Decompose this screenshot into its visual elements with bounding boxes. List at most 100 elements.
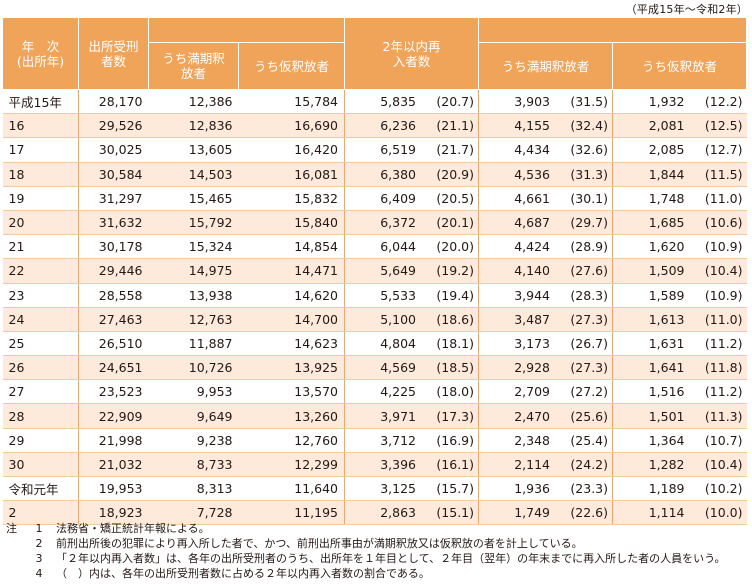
- table-row: 2 18,923 7,728 11,195 2,863 (15.1) 1,749 (22.6)…: [2, 500, 747, 526]
- header-expiry: うち満期釈放者: [148, 42, 239, 90]
- row-released: 30,584: [78, 162, 149, 187]
- row-expiry: 13,605: [148, 137, 239, 163]
- row-reentry-expiry: 2,114 (24.2): [478, 452, 613, 478]
- table-row: 22 29,446 14,975 14,471 5,649 (19.2) 4,140 (27.…: [2, 258, 747, 284]
- row-expiry: 15,324: [148, 234, 239, 260]
- row-year: 23: [2, 283, 79, 308]
- notes: 注 1 法務省・矯正統計年報による。 2 前刑出所後の犯罪により再入所した者で、かつ、前…: [6, 521, 725, 581]
- row-year: 19: [2, 186, 79, 211]
- row-year: 20: [2, 210, 79, 236]
- row-year: 16: [2, 113, 79, 139]
- table-row: 18 30,584 14,503 16,081 6,380 (20.9) 4,536 (31.…: [2, 162, 747, 187]
- header-reentry-expiry: うち満期釈放者: [478, 42, 613, 90]
- row-reentry-parole: 1,589 (10.9): [612, 283, 747, 308]
- row-year: 平成15年: [2, 89, 79, 115]
- row-year: 22: [2, 258, 79, 284]
- row-reentry-parole: 1,509 (10.4): [612, 258, 747, 284]
- row-year: 27: [2, 379, 79, 405]
- row-year: 2: [2, 500, 79, 526]
- row-released: 23,523: [78, 379, 149, 405]
- row-parole: 15,832: [238, 186, 345, 211]
- row-released: 30,178: [78, 234, 149, 260]
- row-parole: 14,854: [238, 234, 345, 260]
- row-reentry: 6,372 (20.1): [344, 210, 479, 236]
- row-parole: 11,640: [238, 476, 345, 502]
- row-year: 29: [2, 428, 79, 453]
- row-released: 24,651: [78, 355, 149, 381]
- row-reentry-expiry: 2,470 (25.6): [478, 403, 613, 429]
- row-year: 25: [2, 331, 79, 357]
- row-parole: 14,471: [238, 258, 345, 284]
- row-expiry: 12,836: [148, 113, 239, 139]
- row-released: 21,032: [78, 452, 149, 478]
- note-item: 注 1 法務省・矯正統計年報による。: [6, 522, 210, 535]
- row-year: 30: [2, 452, 79, 478]
- row-reentry: 4,569 (18.5): [344, 355, 479, 381]
- row-reentry-parole: 1,844 (11.5): [612, 162, 747, 187]
- row-reentry-parole: 1,364 (10.7): [612, 428, 747, 453]
- row-released: 21,998: [78, 428, 149, 453]
- header-parole: うち仮釈放者: [238, 42, 345, 90]
- row-parole: 11,195: [238, 500, 345, 526]
- note-item: 2 前刑出所後の犯罪により再入所した者で、かつ、前刑出所事由が満期釈放又は仮釈放の…: [35, 537, 583, 550]
- row-parole: 14,623: [238, 331, 345, 357]
- row-reentry-parole: 1,613 (11.0): [612, 307, 747, 332]
- row-released: 31,297: [78, 186, 149, 211]
- row-reentry: 3,971 (17.3): [344, 403, 479, 429]
- row-reentry-expiry: 4,424 (28.9): [478, 234, 613, 260]
- row-year: 17: [2, 137, 79, 163]
- row-expiry: 14,503: [148, 162, 239, 187]
- row-expiry: 10,726: [148, 355, 239, 381]
- table-row: 30 21,032 8,733 12,299 3,396 (16.1) 2,114 (24.2…: [2, 452, 747, 478]
- row-reentry-parole: 1,620 (10.9): [612, 234, 747, 260]
- row-parole: 13,925: [238, 355, 345, 381]
- row-year: 18: [2, 162, 79, 187]
- row-expiry: 9,953: [148, 379, 239, 405]
- row-reentry: 6,380 (20.9): [344, 162, 479, 187]
- row-released: 29,446: [78, 258, 149, 284]
- note-item: 4 （ ）内は、各年の出所受刑者数に占める２年以内再入者数の割合である。: [35, 567, 430, 580]
- period-range: （平成15年〜令和2年）: [625, 3, 748, 16]
- row-expiry: 15,465: [148, 186, 239, 211]
- row-expiry: 9,238: [148, 428, 239, 453]
- row-reentry-expiry: 4,434 (32.6): [478, 137, 613, 163]
- row-parole: 15,840: [238, 210, 345, 236]
- row-reentry-expiry: 3,487 (27.3): [478, 307, 613, 332]
- row-reentry: 5,835 (20.7): [344, 89, 479, 115]
- header-reentry-parole: うち仮釈放者: [612, 42, 747, 90]
- row-released: 19,953: [78, 476, 149, 502]
- row-reentry-parole: 2,085 (12.7): [612, 137, 747, 163]
- table-row: 27 23,523 9,953 13,570 4,225 (18.0) 2,709 (27.2…: [2, 379, 747, 405]
- row-parole: 16,081: [238, 162, 345, 187]
- row-reentry-parole: 1,685 (10.6): [612, 210, 747, 236]
- row-expiry: 12,386: [148, 89, 239, 115]
- table-row: 20 31,632 15,792 15,840 6,372 (20.1) 4,687 (29.…: [2, 210, 747, 236]
- row-reentry: 3,125 (15.7): [344, 476, 479, 502]
- row-reentry-parole: 1,932 (12.2): [612, 89, 747, 115]
- note-item: 3 「２年以内再入者数」は、各年の出所受刑者のうち、出所年を１年目として、２年目（…: [35, 552, 726, 565]
- row-released: 28,558: [78, 283, 149, 308]
- row-expiry: 8,313: [148, 476, 239, 502]
- table-row: 26 24,651 10,726 13,925 4,569 (18.5) 2,928 (27.…: [2, 355, 747, 381]
- row-parole: 15,784: [238, 89, 345, 115]
- row-reentry-parole: 1,631 (11.2): [612, 331, 747, 357]
- table-row: 23 28,558 13,938 14,620 5,533 (19.4) 3,944 (28.…: [2, 283, 747, 308]
- header-released: 出所受刑者数: [78, 17, 149, 90]
- table-row: 令和元年 19,953 8,313 11,640 3,125 (15.7) 1,936 (23…: [2, 476, 747, 502]
- row-reentry-parole: 1,114 (10.0): [612, 500, 747, 526]
- row-parole: 14,700: [238, 307, 345, 332]
- row-reentry: 2,863 (15.1): [344, 500, 479, 526]
- row-expiry: 8,733: [148, 452, 239, 478]
- table-row: 平成15年 28,170 12,386 15,784 5,835 (20.7) 3,903(…: [2, 89, 747, 115]
- row-reentry-expiry: 1,936 (23.3): [478, 476, 613, 502]
- row-reentry: 3,396 (16.1): [344, 452, 479, 478]
- row-year: 24: [2, 307, 79, 332]
- row-year: 令和元年: [2, 476, 79, 502]
- header-year: 年 次 (出所年): [2, 17, 79, 90]
- header-reentry-blank: [478, 17, 747, 43]
- row-reentry-expiry: 4,536 (31.3): [478, 162, 613, 187]
- table-row: 16 29,526 12,836 16,690 6,236 (21.1) 4,155 (32.…: [2, 113, 747, 139]
- row-expiry: 14,975: [148, 258, 239, 284]
- row-year: 28: [2, 403, 79, 429]
- row-reentry-parole: 1,189 (10.2): [612, 476, 747, 502]
